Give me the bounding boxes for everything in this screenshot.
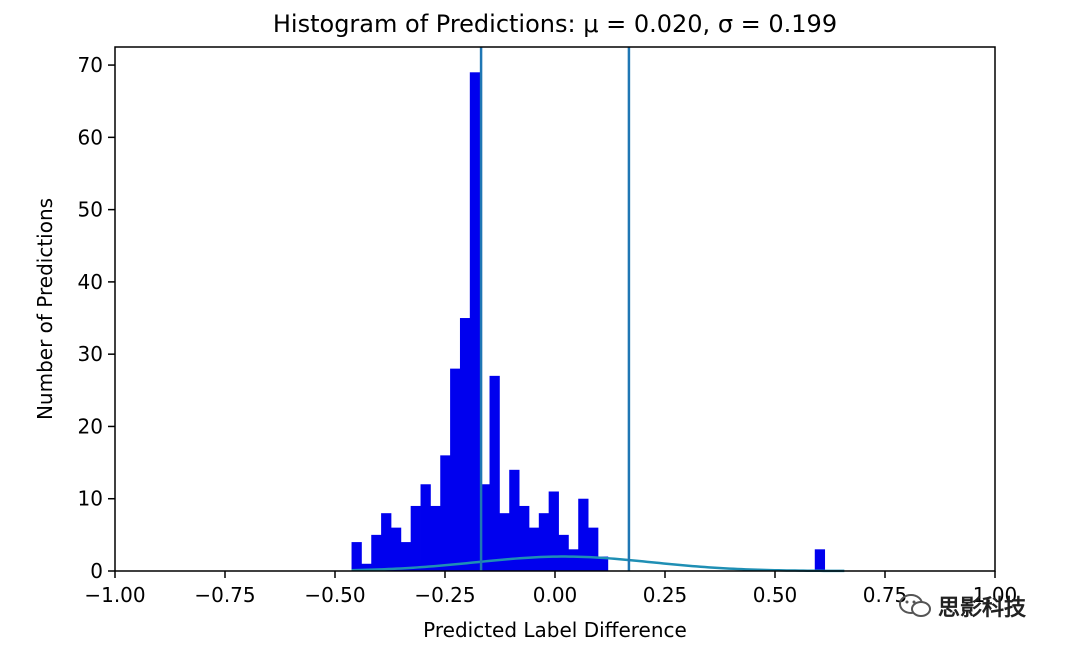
chart-title: Histogram of Predictions: μ = 0.020, σ =… [273, 10, 837, 38]
histogram-bar [469, 72, 481, 571]
y-tick-label: 10 [78, 487, 103, 511]
bars-group [351, 72, 826, 571]
y-tick-label: 60 [78, 125, 103, 149]
histogram-bar [381, 513, 392, 571]
histogram-bar [509, 469, 520, 571]
y-tick-label: 0 [90, 559, 103, 583]
histogram-bar [578, 498, 589, 571]
watermark: 思影科技 [898, 586, 1026, 626]
x-tick-label: 0.00 [533, 583, 578, 607]
y-tick-label: 40 [78, 270, 103, 294]
y-axis-label: Number of Predictions [33, 198, 57, 420]
histogram-bar [400, 542, 412, 571]
x-axis-label: Predicted Label Difference [423, 618, 687, 642]
histogram-bar [479, 484, 490, 571]
histogram-bar [371, 534, 382, 571]
histogram-bar [588, 527, 599, 571]
histogram-bar [489, 375, 500, 571]
x-tick-label: −0.75 [194, 583, 255, 607]
x-tick-label: −0.25 [414, 583, 475, 607]
x-tick-label: 1.00 [973, 583, 1018, 607]
histogram-bar [568, 549, 579, 571]
histogram-bar [361, 563, 372, 571]
histogram-bar [351, 542, 362, 571]
y-tick-label: 70 [78, 53, 103, 77]
histogram-bar [519, 505, 530, 571]
histogram-bar [440, 455, 451, 571]
histogram-bar [459, 318, 471, 571]
histogram-bar [597, 556, 609, 571]
y-tick-label: 30 [78, 342, 103, 366]
histogram-bar [528, 527, 540, 571]
histogram-bar [450, 368, 461, 571]
x-tick-label: 0.25 [643, 583, 688, 607]
histogram-bar [814, 549, 826, 571]
histogram-bar [420, 484, 431, 571]
histogram-bar [558, 534, 569, 571]
y-ticks: 0 10 20 30 40 50 60 70 [78, 53, 115, 583]
y-tick-label: 20 [78, 414, 103, 438]
histogram-bar [430, 505, 441, 571]
fit-curve [351, 555, 845, 573]
histogram-bar [390, 527, 402, 571]
histogram-bar [538, 513, 550, 571]
vlines-group [479, 47, 631, 571]
chat-bubble-icon [899, 594, 931, 617]
y-tick-label: 50 [78, 198, 103, 222]
watermark-text: 思影科技 [938, 596, 1027, 621]
histogram-bar [410, 505, 421, 571]
x-ticks: −1.00 −0.75 −0.50 −0.25 0.00 0.25 0.50 0.75 1.00 [84, 571, 1017, 607]
histogram-bar [548, 491, 559, 571]
x-tick-label: 0.50 [753, 583, 798, 607]
x-tick-label: −1.00 [84, 583, 145, 607]
x-tick-label: −0.50 [304, 583, 365, 607]
histogram-bar [499, 513, 510, 571]
